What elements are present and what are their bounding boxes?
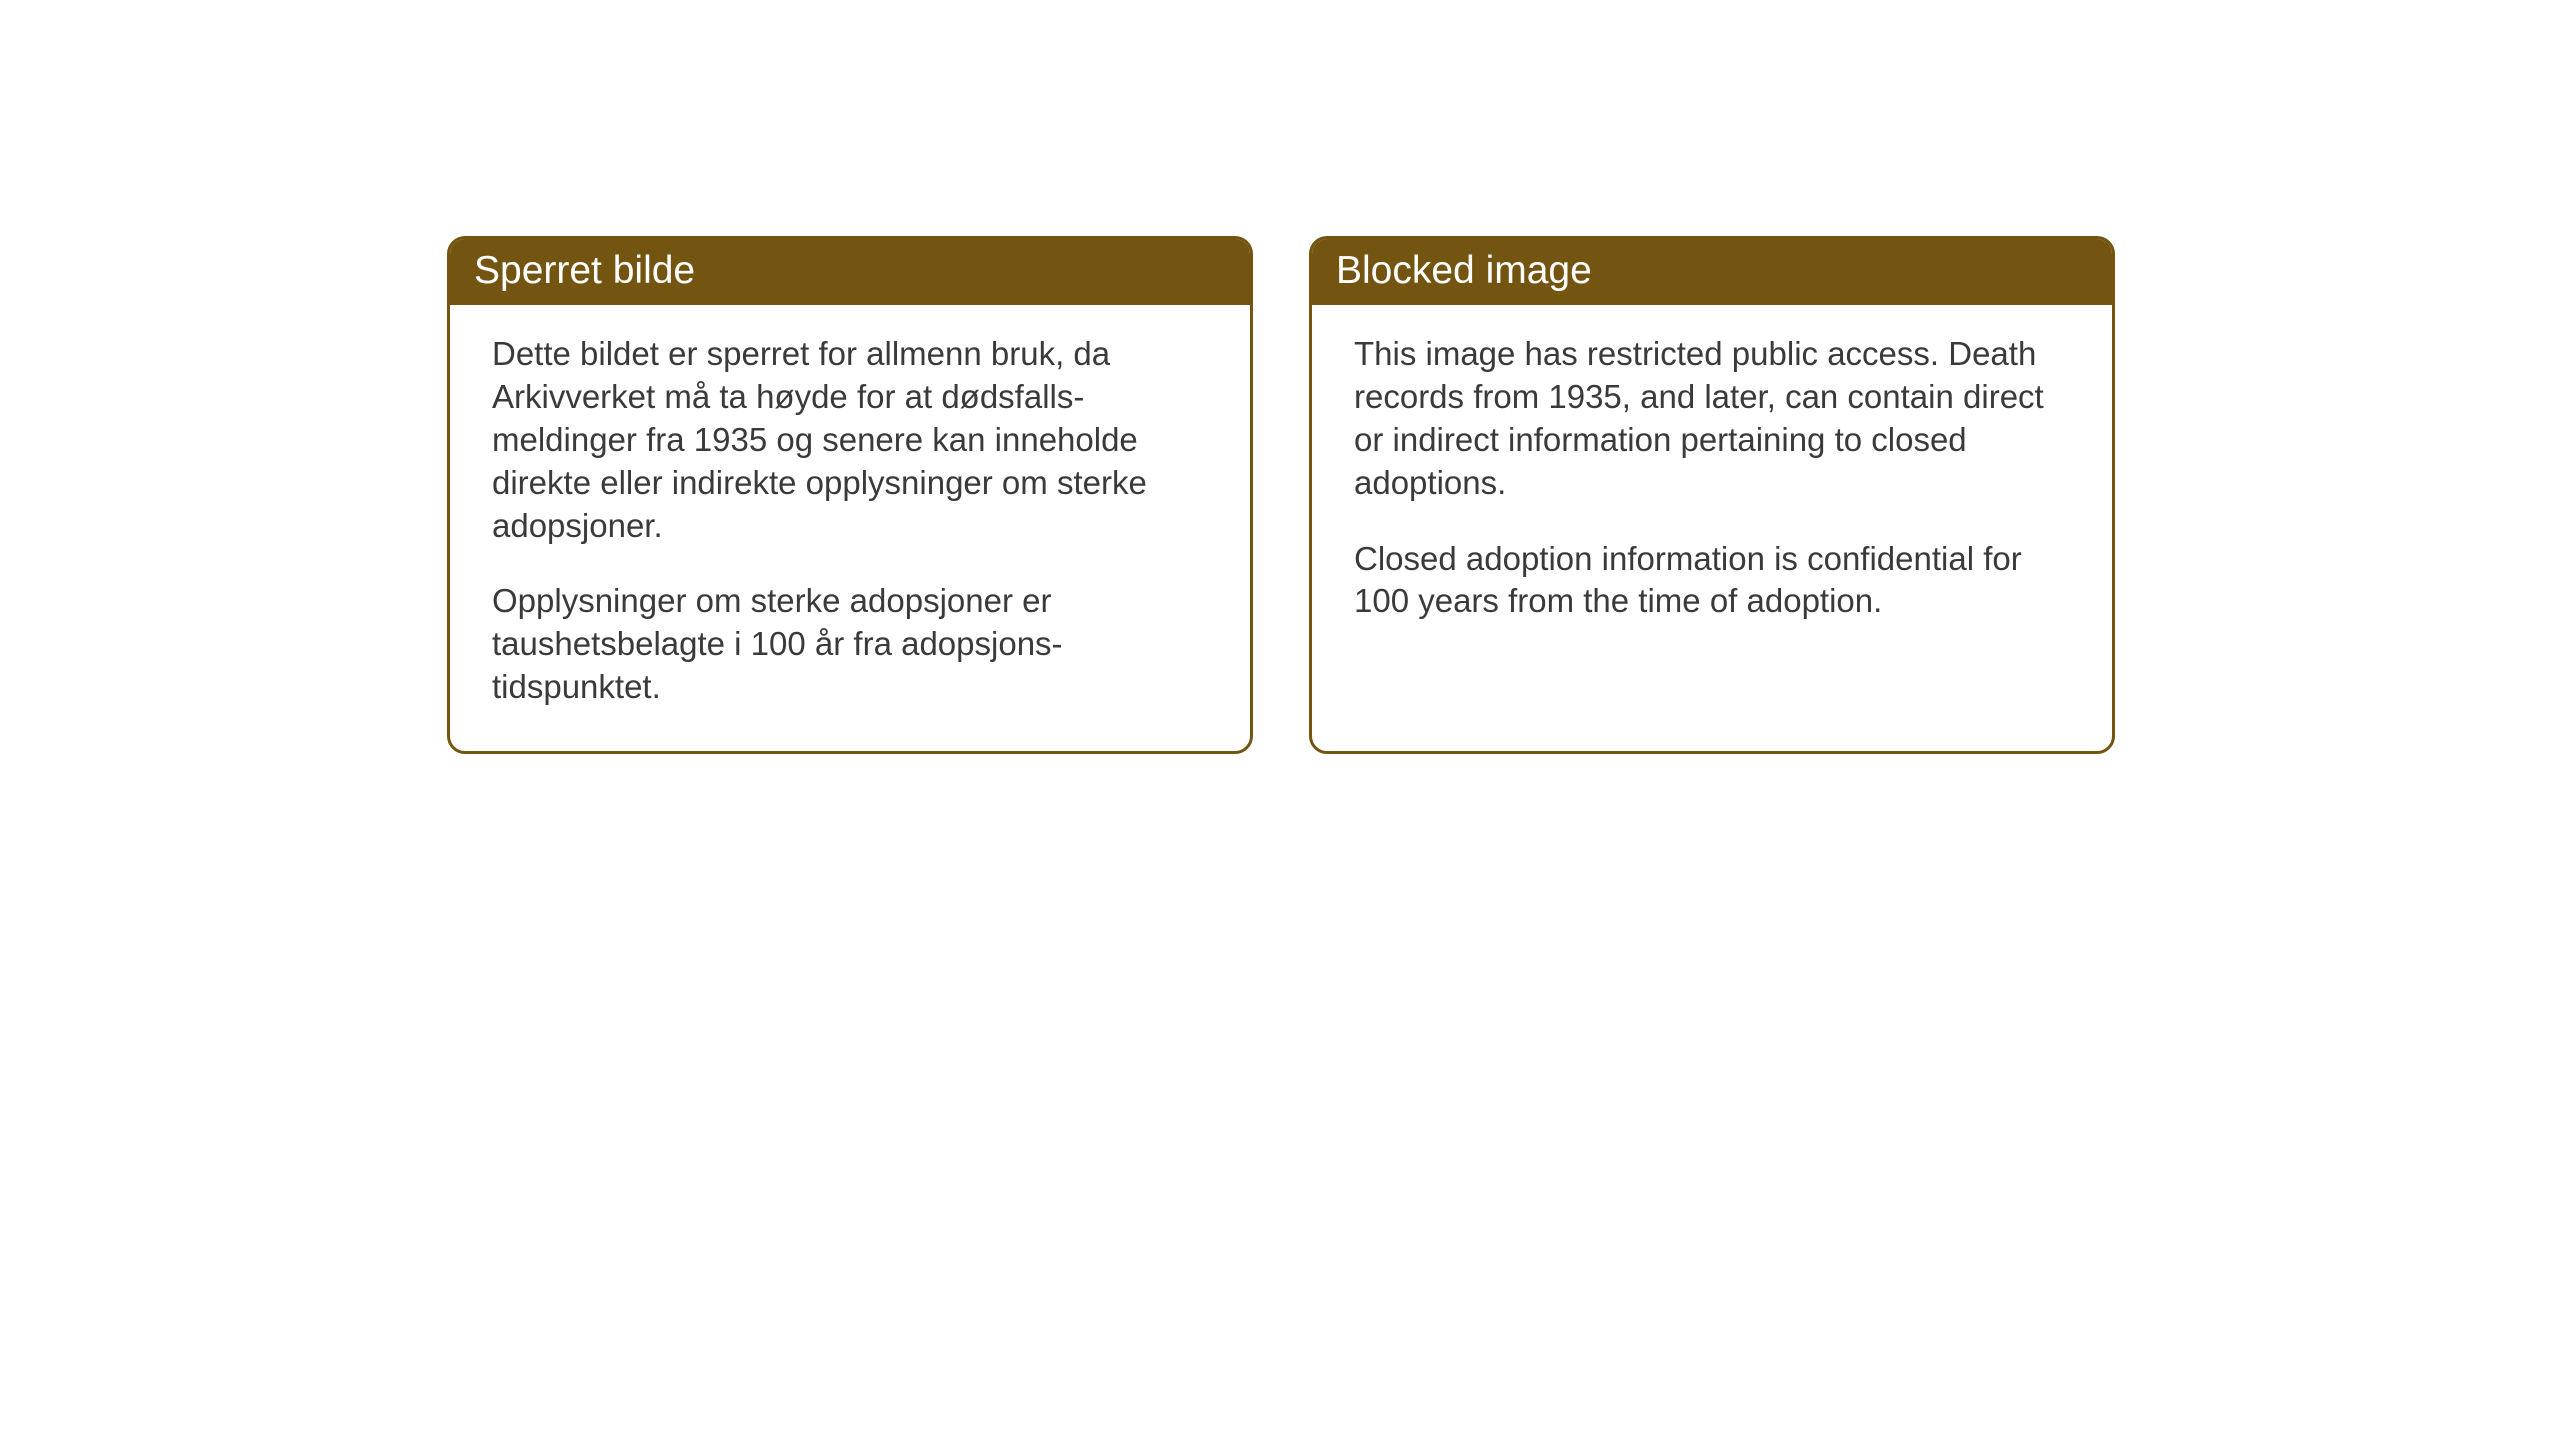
panel-title-english: Blocked image — [1336, 249, 1592, 292]
panel-body-english: This image has restricted public access.… — [1312, 305, 2112, 665]
panel-paragraph1-norwegian: Dette bildet er sperret for allmenn bruk… — [492, 333, 1208, 547]
panel-paragraph1-english: This image has restricted public access.… — [1354, 333, 2070, 505]
panel-title-norwegian: Sperret bilde — [474, 249, 695, 292]
panel-body-norwegian: Dette bildet er sperret for allmenn bruk… — [450, 305, 1250, 751]
panel-paragraph2-norwegian: Opplysninger om sterke adopsjoner er tau… — [492, 580, 1208, 709]
panel-header-english: Blocked image — [1312, 239, 2112, 305]
panel-paragraph2-english: Closed adoption information is confident… — [1354, 538, 2070, 624]
panels-container: Sperret bilde Dette bildet er sperret fo… — [447, 236, 2115, 754]
panel-english: Blocked image This image has restricted … — [1309, 236, 2115, 754]
panel-header-norwegian: Sperret bilde — [450, 239, 1250, 305]
panel-norwegian: Sperret bilde Dette bildet er sperret fo… — [447, 236, 1253, 754]
